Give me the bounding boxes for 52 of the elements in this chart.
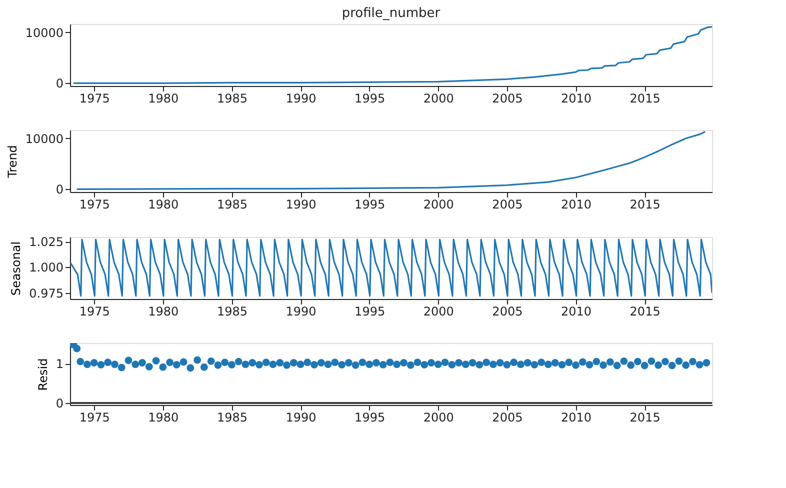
x-tick-label: 1980 xyxy=(148,410,179,424)
x-tick-label: 1980 xyxy=(148,304,179,318)
x-tick-label: 1985 xyxy=(216,198,248,212)
x-tick-label: 1985 xyxy=(216,92,248,106)
x-tick-label: 1975 xyxy=(79,304,110,318)
x-tick-label: 2000 xyxy=(423,198,454,212)
x-tick-label: 1990 xyxy=(286,410,316,424)
line-series xyxy=(70,238,712,297)
x-tick-label: 2010 xyxy=(560,198,592,212)
x-tick-label: 2015 xyxy=(630,304,660,318)
y-tick-label: 1.000 xyxy=(29,260,64,275)
x-tick-label: 1985 xyxy=(216,304,248,318)
y-axis-title: Seasonal xyxy=(9,241,24,296)
chart-title: profile_number xyxy=(342,6,441,21)
y-tick-label: 10000 xyxy=(25,132,64,146)
x-tick-label: 1975 xyxy=(79,410,110,424)
x-tick-label: 2015 xyxy=(630,92,660,106)
line-series xyxy=(72,26,712,84)
x-tick-label: 2000 xyxy=(423,92,454,106)
x-tick-label: 2015 xyxy=(630,410,660,424)
x-tick-label: 1990 xyxy=(286,198,316,212)
x-tick-label: 1995 xyxy=(354,198,386,212)
x-tick-label: 1980 xyxy=(148,92,179,106)
x-tick-label: 2010 xyxy=(560,410,592,424)
x-tick-label: 2000 xyxy=(423,410,454,424)
x-tick-label: 2005 xyxy=(492,410,523,424)
y-tick-label: 1.025 xyxy=(29,235,64,250)
x-tick-label: 2015 xyxy=(630,198,660,212)
x-tick-label: 2010 xyxy=(560,304,592,318)
x-tick-label: 1975 xyxy=(79,92,110,106)
x-tick-label: 1995 xyxy=(354,92,386,106)
x-tick-label: 1995 xyxy=(354,410,386,424)
x-tick-label: 1990 xyxy=(286,304,316,318)
x-tick-label: 2005 xyxy=(492,198,523,212)
x-tick-label: 1975 xyxy=(79,198,110,212)
y-tick-label: 10000 xyxy=(25,26,64,40)
y-tick-label: 1 xyxy=(56,357,64,372)
x-tick-label: 1985 xyxy=(216,410,248,424)
x-tick-label: 2010 xyxy=(560,92,592,106)
x-tick-label: 1990 xyxy=(286,92,316,106)
y-tick-label: 0.975 xyxy=(29,286,64,300)
y-tick-label: 0 xyxy=(56,182,64,197)
y-tick-label: 0 xyxy=(56,396,64,411)
y-axis-title: Trend xyxy=(5,145,20,179)
y-axis-title: Resid xyxy=(36,358,50,391)
x-tick-label: 1995 xyxy=(354,304,386,318)
x-tick-label: 2005 xyxy=(492,92,523,106)
line-series xyxy=(76,130,706,190)
y-tick-label: 0 xyxy=(56,76,64,91)
x-tick-label: 1980 xyxy=(148,198,179,212)
x-tick-label: 2000 xyxy=(423,304,454,318)
x-tick-label: 2005 xyxy=(492,304,523,318)
